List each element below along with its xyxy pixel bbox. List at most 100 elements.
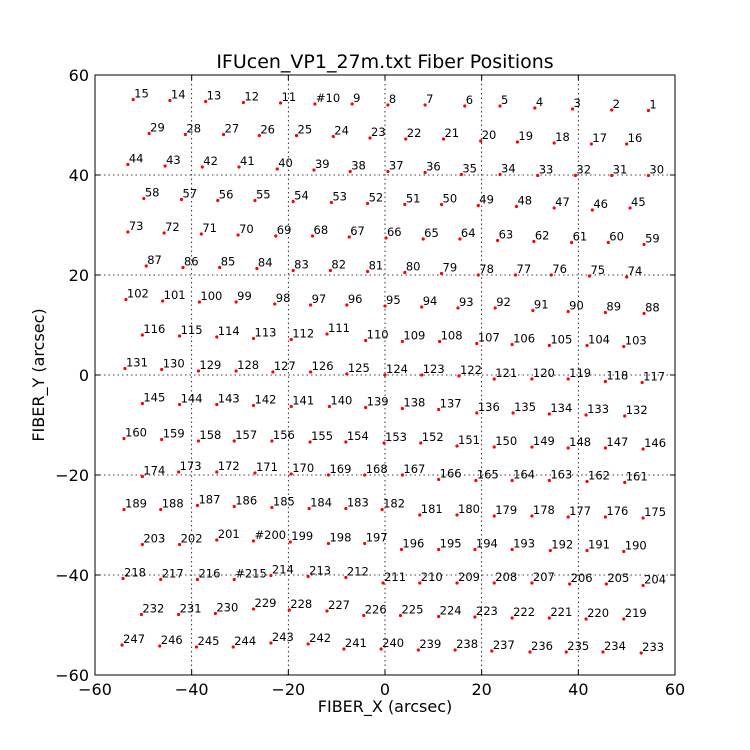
- fiber-point: [195, 577, 200, 582]
- fiber-point: [437, 547, 441, 552]
- fiber-point: [345, 372, 349, 376]
- fiber-point: [603, 446, 608, 450]
- fiber-label: 161: [626, 470, 648, 484]
- fiber-label: 76: [552, 262, 567, 276]
- fiber-point: [122, 436, 126, 441]
- fiber-point: [585, 479, 589, 484]
- fiber-point: [625, 142, 629, 146]
- fiber-label: 14: [171, 88, 186, 102]
- fiber-point: [364, 405, 368, 410]
- fiber-label: 102: [127, 287, 149, 301]
- fiber-label: 170: [292, 461, 314, 475]
- fiber-point: [348, 169, 352, 174]
- fiber-point: [459, 172, 463, 177]
- fiber-label: 16: [628, 131, 643, 145]
- fiber-label: 144: [181, 392, 203, 406]
- fiber-label: 9: [353, 91, 360, 105]
- fiber-point: [159, 577, 163, 582]
- fiber-point: [236, 233, 240, 237]
- fiber-label: 204: [644, 573, 666, 587]
- fiber-point: [589, 142, 593, 146]
- fiber-point: [366, 201, 370, 206]
- fiber-label: 219: [625, 606, 647, 620]
- fiber-label: 92: [496, 295, 511, 309]
- fiber-label: 112: [292, 327, 314, 341]
- fiber-label: 138: [403, 396, 425, 410]
- fiber-label: 163: [550, 468, 572, 482]
- fiber-label: 165: [477, 468, 499, 482]
- fiber-label: 217: [162, 567, 184, 581]
- fiber-label: 84: [258, 256, 273, 270]
- x-tick-label: −60: [78, 680, 112, 699]
- fiber-label: 82: [331, 258, 346, 272]
- fiber-label: 51: [406, 192, 421, 206]
- fiber-point: [350, 102, 354, 106]
- fiber-label: 25: [298, 123, 313, 137]
- fiber-label: 132: [626, 403, 648, 417]
- fiber-point: [642, 311, 646, 316]
- grid-lines: [95, 75, 675, 675]
- fiber-point: [646, 108, 651, 113]
- fiber-label: 41: [240, 154, 255, 168]
- fiber-label: 125: [348, 361, 370, 375]
- fiber-point: [294, 133, 299, 138]
- fiber-point: [215, 538, 219, 542]
- fiber-label: 91: [534, 298, 549, 312]
- fiber-label: 80: [406, 260, 421, 274]
- fiber-label: 179: [495, 503, 517, 517]
- fiber-label: 226: [365, 603, 387, 617]
- fiber-label: 120: [533, 366, 555, 380]
- fiber-point: [439, 202, 444, 207]
- fiber-label: 3: [574, 96, 581, 110]
- fiber-label: 211: [384, 570, 406, 584]
- fiber-label: 124: [386, 362, 408, 376]
- fiber-point: [549, 273, 553, 277]
- fiber-point: [231, 645, 235, 649]
- fiber-label: 137: [440, 397, 462, 411]
- fiber-point: [479, 139, 483, 143]
- fiber-label: 8: [389, 92, 396, 106]
- fiber-label: 11: [282, 90, 297, 104]
- fiber-point: [623, 414, 627, 418]
- fiber-point: [310, 234, 315, 238]
- fiber-point: [530, 581, 534, 585]
- fiber-label: 13: [207, 89, 222, 103]
- fiber-point: [251, 403, 256, 408]
- fiber-point: [177, 470, 181, 474]
- fiber-point: [510, 616, 514, 620]
- fiber-label: 186: [235, 494, 257, 508]
- fiber-point: [253, 471, 257, 475]
- fiber-point: [200, 165, 204, 169]
- fiber-point: [197, 300, 201, 304]
- fiber-label: 117: [643, 370, 665, 384]
- fiber-label: 32: [576, 163, 591, 177]
- y-tick-label: 0: [79, 366, 89, 385]
- fiber-label: 210: [421, 570, 443, 584]
- fiber-point: [458, 237, 462, 241]
- fiber-point: [326, 473, 331, 477]
- fiber-label: 185: [273, 495, 295, 509]
- fiber-point: [437, 407, 441, 412]
- fiber-point: [199, 232, 203, 236]
- fiber-label: 133: [587, 402, 609, 416]
- fiber-point: [640, 380, 644, 385]
- fiber-point: [420, 305, 424, 309]
- fiber-label: 79: [443, 261, 458, 275]
- fiber-point: [383, 304, 387, 308]
- fiber-point: [437, 614, 441, 619]
- fiber-label: 197: [366, 531, 388, 545]
- fiber-point: [251, 539, 256, 543]
- fiber-point: [308, 303, 313, 307]
- fiber-label: 236: [531, 639, 553, 653]
- fiber-label: 159: [163, 427, 185, 441]
- fiber-label: 58: [145, 186, 160, 200]
- fiber-point: [140, 333, 144, 337]
- fiber-label: 88: [645, 301, 660, 315]
- fiber-label: 107: [478, 331, 500, 345]
- fiber-label: 103: [625, 334, 647, 348]
- fiber-point: [498, 104, 502, 108]
- fiber-point: [455, 444, 459, 448]
- fiber-label: 202: [181, 532, 203, 546]
- fiber-point: [362, 613, 366, 618]
- fiber-label: 177: [569, 504, 591, 518]
